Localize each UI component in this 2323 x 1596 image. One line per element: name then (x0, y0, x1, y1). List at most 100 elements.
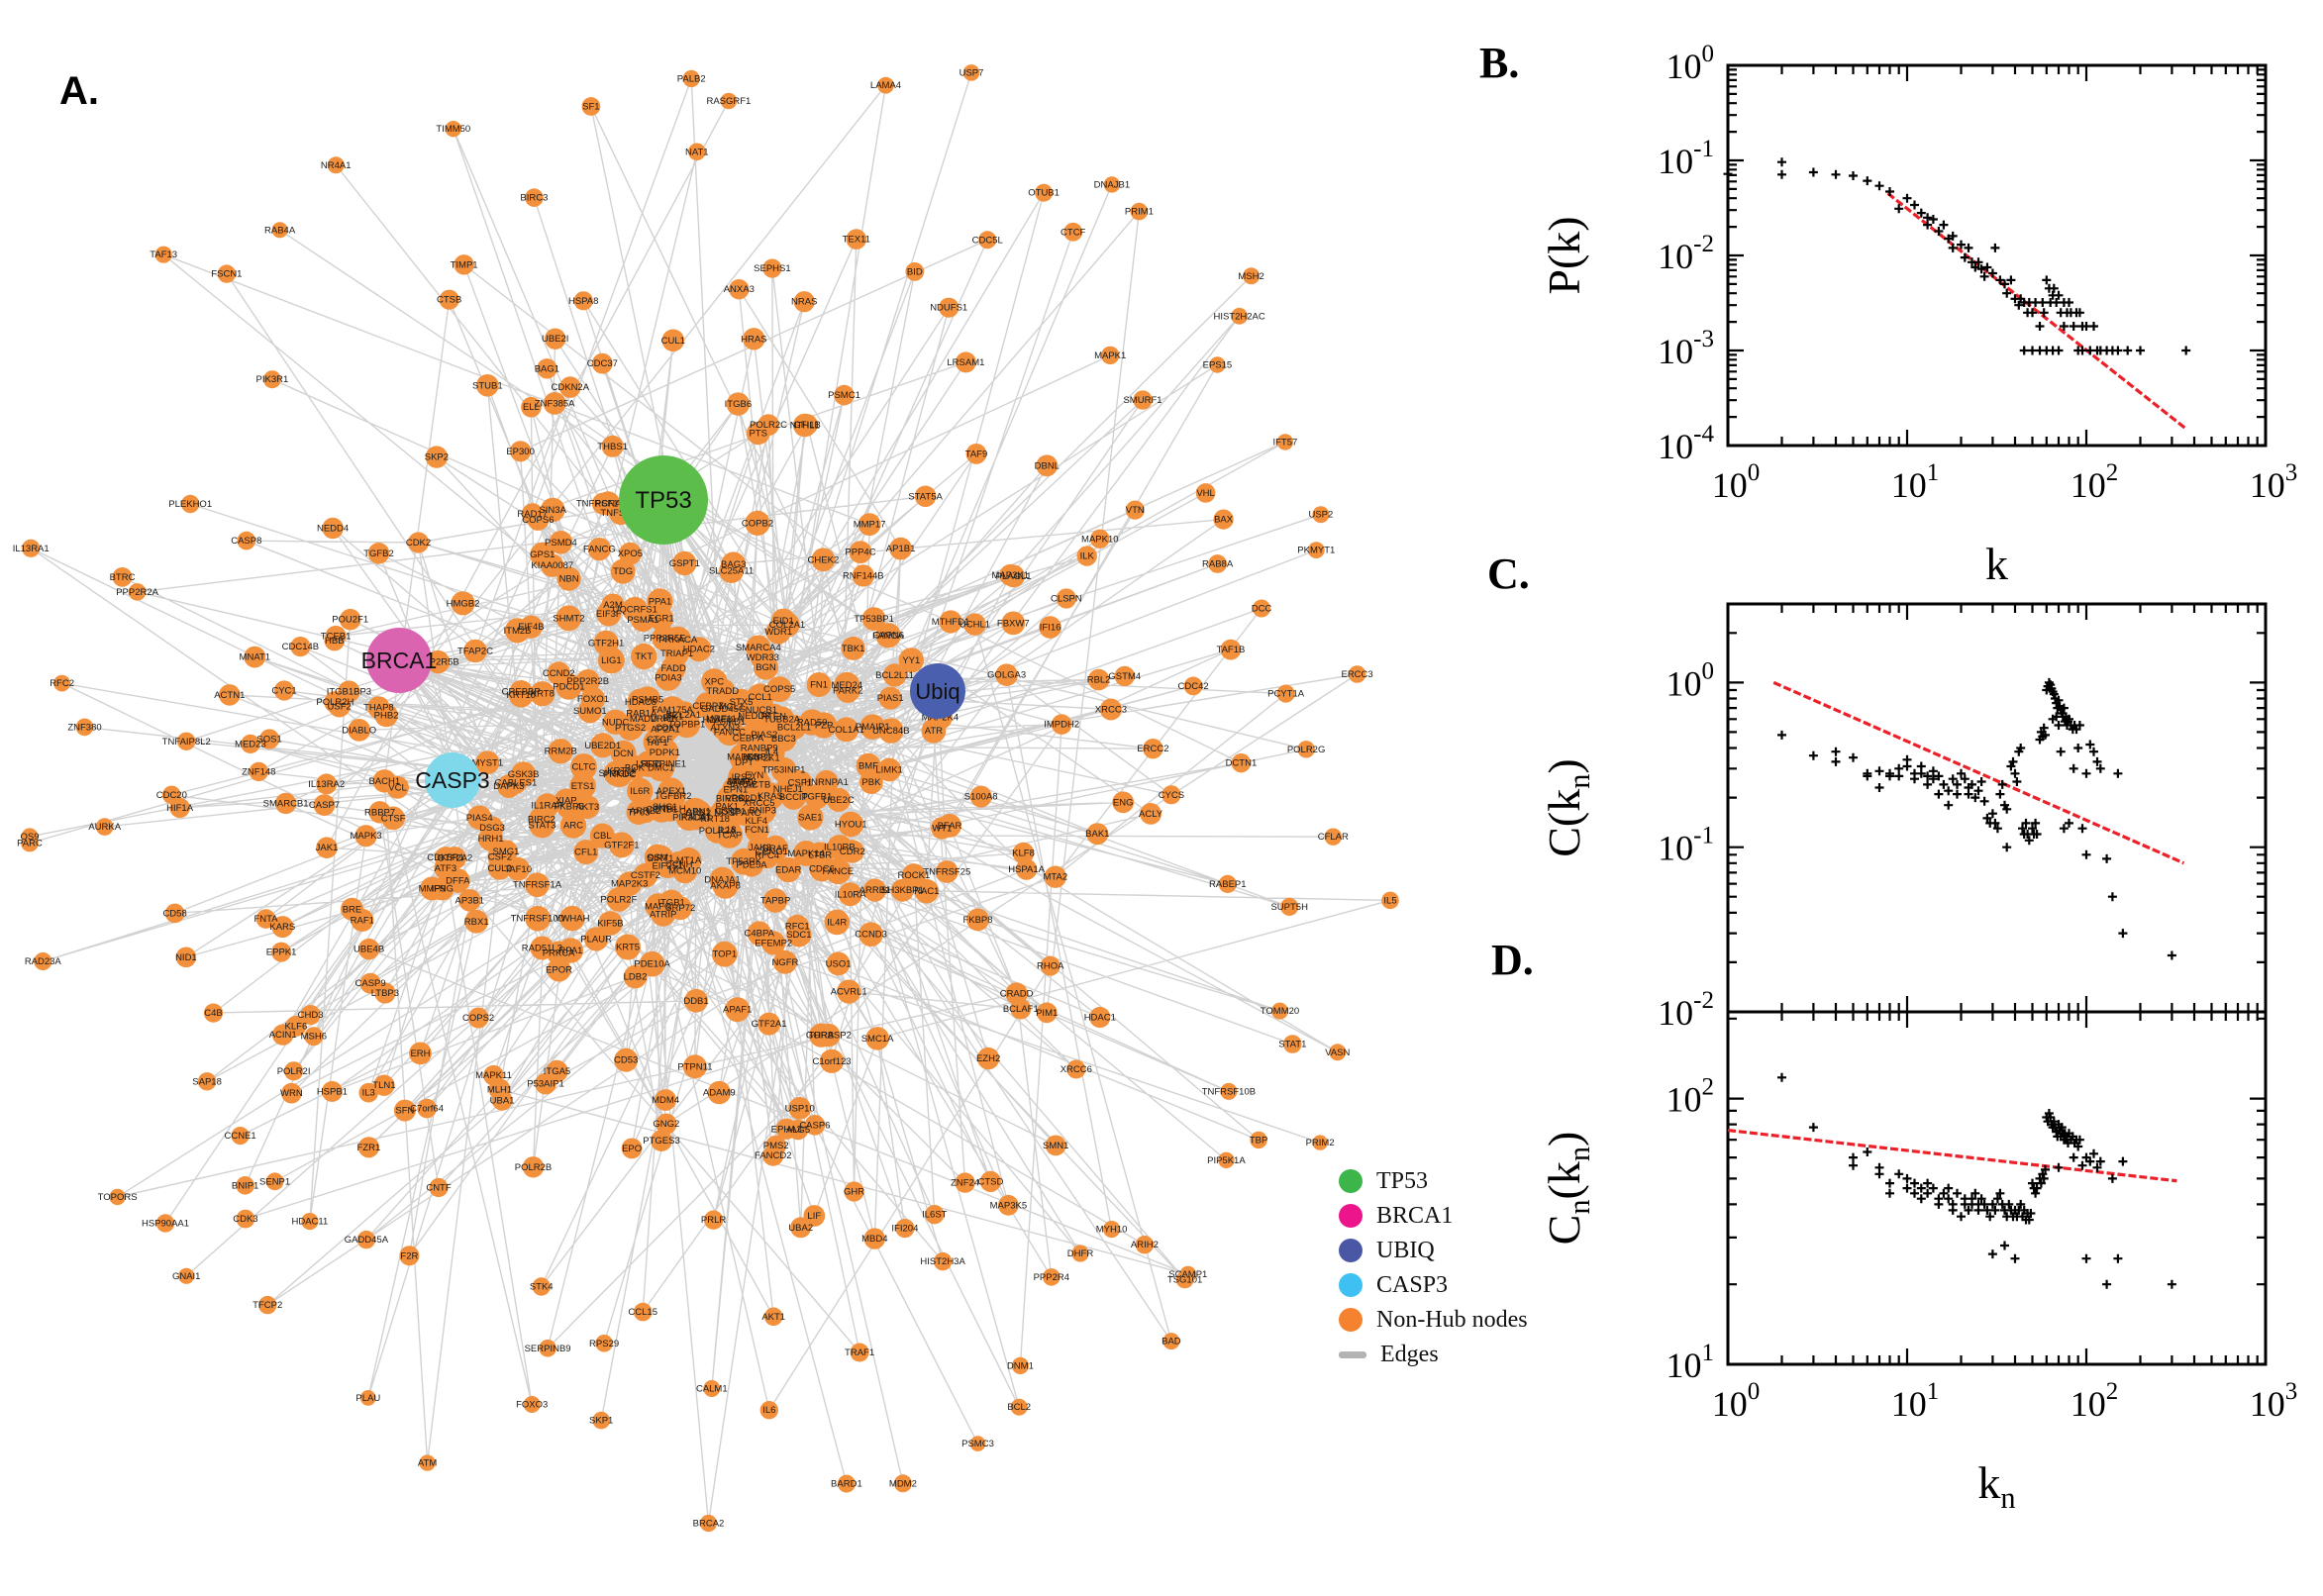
node-label: MAPK10 (1081, 534, 1119, 545)
node-label: CLSPN (1051, 594, 1082, 605)
network-node (1002, 564, 1025, 588)
network-node (300, 1005, 321, 1025)
scatter-points (1777, 677, 2176, 960)
network-node (759, 1401, 778, 1420)
network-node (219, 684, 241, 706)
node-label: EID1 (773, 616, 794, 627)
node-label: TNFRSF1A (513, 880, 562, 891)
node-label: MTHFD1 (932, 617, 970, 628)
node-swatch-icon (1339, 1169, 1363, 1193)
node-label: PRIM1 (1125, 207, 1154, 218)
network-node (686, 637, 712, 662)
network-node (707, 1080, 731, 1105)
network-node (844, 1181, 864, 1202)
node-label: RHOA (1037, 961, 1064, 972)
network-node (290, 637, 311, 657)
node-label: BID (907, 266, 923, 277)
node-label: IL1RAP (531, 801, 563, 812)
network-node (1044, 865, 1067, 888)
network-node (726, 392, 751, 416)
node-label: COL1A1 (828, 725, 863, 736)
node-label: FKBP5 (555, 802, 584, 813)
node-label: RRM2B (545, 747, 577, 757)
y-axis-label: C(kn​) (1539, 758, 1596, 857)
network-node (178, 1267, 195, 1284)
network-node (1209, 356, 1226, 373)
node-label: TCAP (717, 830, 742, 841)
node-label: TRAF1 (845, 1347, 874, 1358)
network-node (955, 351, 976, 373)
node-label: PRKCA (543, 948, 575, 959)
node-label: PLEKHO1 (168, 499, 212, 510)
node-label: PDPK1 (650, 748, 680, 758)
network-node (339, 608, 361, 631)
network-node (53, 674, 70, 692)
network-node (590, 733, 616, 758)
node-label: IMPDH2 (1044, 720, 1079, 731)
network-node (532, 1277, 551, 1296)
axis-ticks (1726, 1012, 2268, 1366)
network-node (429, 1177, 449, 1198)
network-node (358, 1082, 379, 1103)
node-label: HDAC11 (292, 1217, 329, 1228)
x-tick-label: 102 (2070, 1378, 2119, 1424)
node-label: PDE10A (634, 959, 670, 970)
network-node (837, 1474, 856, 1493)
node-label: SPARC (729, 808, 760, 819)
node-label: TNFSF10 (600, 508, 641, 519)
node-label: PDCD1 (553, 681, 584, 692)
node-label: FANCG (583, 545, 616, 555)
node-label: DCC (1252, 604, 1272, 615)
network-node (601, 435, 624, 457)
y-tick-label: 100 (1666, 41, 1715, 86)
network-node (976, 1047, 1000, 1070)
node-label: ATRIP (650, 909, 676, 920)
node-label: TNFRSF10B (1202, 1086, 1256, 1097)
node-label: VASN (1325, 1047, 1350, 1058)
node-label: MADD (630, 714, 657, 725)
node-label: PTS (749, 429, 766, 440)
node-label: PMS2 (763, 1141, 789, 1151)
node-label: FNTA (253, 914, 278, 925)
node-label: NAT1 (685, 147, 709, 157)
node-label: SAE1 (798, 813, 822, 824)
network-node (684, 988, 708, 1013)
network-node (497, 774, 521, 798)
node-label: CDC14B (282, 642, 320, 652)
network-node (589, 823, 616, 848)
node-label: IL4R (827, 917, 847, 928)
network-node (787, 1119, 809, 1141)
node-label: KLF8 (1012, 848, 1035, 859)
node-label: STK4 (530, 1282, 554, 1293)
network-node (559, 812, 587, 839)
network-node (368, 801, 391, 824)
node-label: AKT1 (761, 1312, 785, 1323)
network-node (1090, 529, 1110, 549)
network-node (701, 668, 728, 695)
network-node (367, 696, 390, 719)
node-label: PDE5A (736, 859, 767, 870)
y-axis-label: Cn​(kn​) (1539, 1132, 1596, 1246)
network-node (1208, 554, 1227, 573)
network-node (1036, 454, 1059, 477)
node-label: SOS1 (256, 735, 281, 746)
node-label: RPA1 (558, 946, 582, 956)
network-node (1036, 1002, 1058, 1024)
node-label: SIRT1 (648, 853, 674, 864)
network-node (761, 931, 786, 955)
node-label: POLR2F (600, 894, 637, 905)
node-label: CDC20 (156, 790, 187, 801)
y-tick-label: 10-2 (1658, 987, 1714, 1033)
network-node (556, 566, 581, 591)
node-label: FOXO1 (577, 694, 609, 705)
node-label: F2R (400, 1250, 418, 1261)
network-node (1035, 183, 1054, 202)
node-label: TCEB1 (321, 632, 352, 643)
node-label: EPOR (546, 965, 572, 976)
x-tick-label: 103 (2250, 459, 2298, 505)
network-node (539, 1340, 556, 1357)
network-node (244, 646, 266, 668)
node-label: PPP2R4 (1034, 1272, 1069, 1283)
node-label: PPP2R5E (644, 633, 686, 644)
node-label: KRT8 (531, 689, 555, 700)
